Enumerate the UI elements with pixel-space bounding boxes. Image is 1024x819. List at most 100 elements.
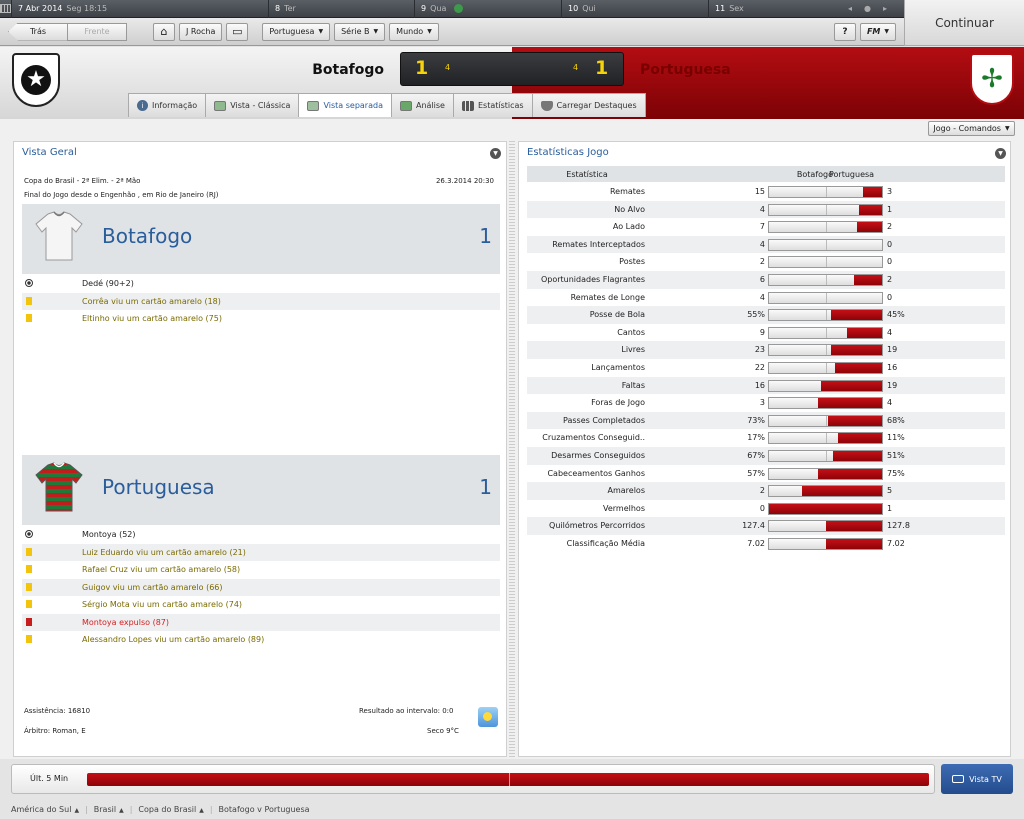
tv-view-button[interactable]: Vista TV — [941, 764, 1013, 794]
manager-menu[interactable]: J Rocha — [179, 22, 223, 41]
dot-icon[interactable]: ● — [864, 4, 871, 13]
tab-analise[interactable]: Análise — [390, 93, 454, 117]
stat-row: Posse de Bola 55% 45% — [527, 306, 1005, 324]
match-commands-menu[interactable]: Jogo - Comandos ▼ — [928, 121, 1015, 136]
match-event[interactable]: Alessandro Lopes viu um cartão amarelo (… — [22, 631, 500, 648]
calendar-day[interactable]: 8 Ter — [268, 0, 414, 18]
away-team-title[interactable]: Portuguesa — [102, 475, 215, 499]
col-home[interactable]: Botafogo — [796, 170, 833, 179]
day-number: 10 — [568, 4, 579, 13]
tab-carregar-destaques[interactable]: Carregar Destaques — [531, 93, 646, 117]
home-crest-icon[interactable]: ★ — [12, 53, 60, 107]
stat-bar — [768, 362, 883, 374]
stat-row: Classificação Média 7.02 7.02 — [527, 535, 1005, 553]
next-arrow-icon[interactable]: ▸ — [883, 4, 888, 13]
tab-vista-classica[interactable]: Vista - Clássica — [205, 93, 300, 117]
club-menu[interactable]: Portuguesa ▼ — [262, 22, 331, 41]
yellow-card-icon — [26, 635, 32, 643]
inbox-button[interactable]: ▭ — [226, 22, 249, 41]
chevron-up-icon[interactable]: ▲ — [119, 807, 124, 814]
calendar-day[interactable]: 9 Qua — [414, 0, 561, 18]
breadcrumb-separator: | — [129, 805, 133, 814]
stats-title: Estatísticas Jogo — [527, 147, 609, 158]
calendar-bar: 7 Abr 2014 Seg 18:15 8 Ter 9 Qua 10 Qui 11 Sex ◂ … — [0, 0, 904, 18]
stat-bar — [768, 538, 883, 550]
calendar-nav[interactable]: ◂ ● ▸ — [848, 4, 905, 13]
halftime-result: Resultado ao intervalo: 0:0 — [359, 707, 454, 715]
pitch-icon — [214, 100, 227, 111]
division-menu[interactable]: Série B ▼ — [334, 22, 386, 41]
match-event[interactable]: Montoya expulso (87) — [22, 613, 500, 631]
breadcrumb-item[interactable]: Botafogo v Portuguesa — [219, 805, 310, 814]
stat-bar — [768, 186, 883, 198]
breadcrumb-item[interactable]: América do Sul ▲ — [11, 805, 79, 814]
calendar-day[interactable]: 11 Sex — [708, 0, 848, 18]
home-team-name[interactable]: Botafogo — [312, 62, 384, 78]
stat-label: Ao Lado — [612, 222, 645, 232]
momentum-bar — [87, 773, 929, 786]
breadcrumb-item[interactable]: Copa do Brasil ▲ — [138, 805, 203, 814]
stat-away-value: 1 — [887, 204, 893, 214]
help-button[interactable]: ? — [833, 22, 856, 41]
back-button[interactable]: Trás — [8, 22, 68, 41]
event-text: Eltinho viu um cartão amarelo (75) — [82, 314, 222, 323]
stat-bar — [768, 203, 883, 216]
breadcrumb-item[interactable]: Brasil ▲ — [94, 805, 124, 814]
stat-home-value: 73% — [747, 415, 765, 425]
match-event[interactable]: Eltinho viu um cartão amarelo (75) — [22, 310, 500, 327]
ball-icon — [25, 530, 33, 538]
world-menu[interactable]: Mundo ▼ — [389, 22, 439, 41]
stat-bar — [768, 221, 883, 234]
stat-home-value: 9 — [759, 327, 765, 337]
away-shirt-icon — [35, 462, 83, 512]
tab-informacao[interactable]: i Informação — [128, 93, 207, 117]
tab-estatisticas[interactable]: Estatísticas — [452, 93, 533, 117]
stat-home-value: 23 — [754, 345, 765, 355]
day-number: 8 — [275, 4, 281, 13]
fm-menu[interactable]: FM ▼ — [859, 22, 896, 41]
calendar-day[interactable]: 7 Abr 2014 Seg 18:15 — [11, 0, 268, 18]
match-event[interactable]: Guigov viu um cartão amarelo (66) — [22, 578, 500, 596]
breadcrumb-label: Copa do Brasil — [138, 805, 197, 814]
stat-row: Desarmes Conseguidos 67% 51% — [527, 447, 1005, 465]
home-button[interactable]: ⌂ — [153, 22, 175, 41]
stat-row: Remates 15 3 — [527, 183, 1005, 201]
match-event[interactable]: Luiz Eduardo viu um cartão amarelo (21) — [22, 543, 500, 561]
match-event[interactable]: Corrêa viu um cartão amarelo (18) — [22, 292, 500, 310]
continue-button[interactable]: Continuar — [904, 0, 1024, 46]
stat-label: Livres — [621, 345, 645, 355]
stat-label: Vermelhos — [603, 503, 645, 513]
match-event[interactable]: Montoya (52) — [22, 526, 500, 543]
home-team-title[interactable]: Botafogo — [102, 224, 193, 248]
calendar-day[interactable]: 10 Qui — [561, 0, 708, 18]
prev-arrow-icon[interactable]: ◂ — [848, 4, 853, 13]
col-stat[interactable]: Estatística — [566, 170, 608, 179]
tab-vista-separada[interactable]: Vista separada — [298, 93, 392, 117]
home-team-block: Botafogo 1 — [22, 204, 500, 274]
chevron-up-icon[interactable]: ▲ — [199, 807, 204, 814]
venue-label: Final do Jogo desde o Engenhão , em Rio … — [24, 191, 219, 199]
col-away[interactable]: Portuguesa — [829, 170, 875, 179]
panel-menu-icon[interactable]: ▼ — [490, 148, 501, 159]
home-shots: 4 — [445, 63, 451, 72]
stat-bar-away-fill — [833, 451, 882, 461]
away-team-name[interactable]: Portuguesa — [640, 62, 731, 78]
calendar-icon[interactable] — [0, 0, 11, 18]
panel-menu-icon[interactable]: ▼ — [995, 148, 1006, 159]
stat-bar — [768, 274, 883, 286]
match-tabs: i Informação Vista - Clássica Vista separ… — [128, 93, 646, 117]
forward-button[interactable]: Frente — [67, 22, 127, 41]
event-icon — [22, 561, 38, 578]
panel-splitter[interactable] — [509, 141, 515, 757]
stat-bar-away-fill — [817, 468, 882, 479]
stat-label: Foras de Jogo — [591, 398, 645, 408]
match-event[interactable]: Rafael Cruz viu um cartão amarelo (58) — [22, 561, 500, 578]
away-crest-icon[interactable]: ✢ — [970, 53, 1014, 105]
match-header: ★ ✢ Botafogo 1 4 4 1 Portuguesa i Informa… — [0, 47, 1024, 119]
referee[interactable]: Árbitro: Roman, E — [24, 727, 86, 735]
breadcrumb-label: Botafogo v Portuguesa — [218, 805, 310, 814]
chevron-up-icon[interactable]: ▲ — [74, 807, 80, 814]
match-timeline[interactable]: Últ. 5 Min — [11, 764, 935, 794]
match-event[interactable]: Dedé (90+2) — [22, 275, 500, 292]
match-event[interactable]: Sérgio Mota viu um cartão amarelo (74) — [22, 596, 500, 613]
